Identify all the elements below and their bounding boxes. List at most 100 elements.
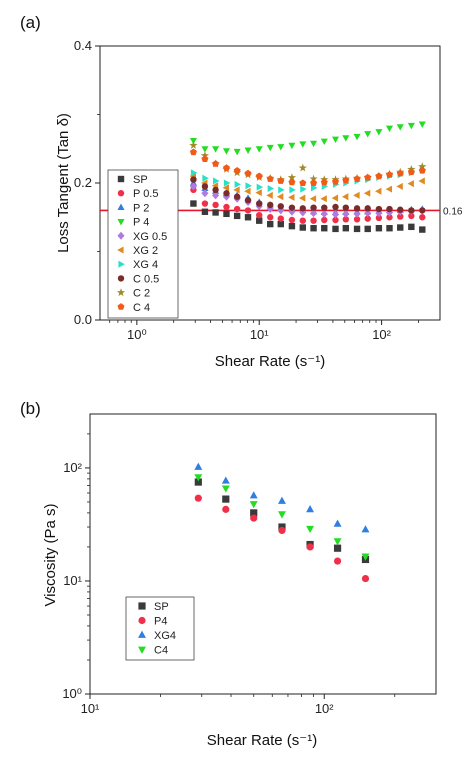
panel-a-point-xg-2 xyxy=(276,193,284,201)
panel-a-xtick-label: 10² xyxy=(372,327,391,342)
panel-a-point-xg-0-5 xyxy=(212,191,220,200)
panel-a-point-xg-2 xyxy=(375,187,382,195)
panel-b-legend-marker-xg4 xyxy=(138,630,146,638)
panel-b-point-p4 xyxy=(194,494,202,502)
panel-a-ticks: 10⁰ 10¹ 10² 0.0 0.2 0.4 xyxy=(74,38,419,342)
panel-a-point-xg-0-5 xyxy=(331,210,340,219)
panel-a-xtick-label: 10⁰ xyxy=(127,327,147,342)
panel-a-point-c-0-5 xyxy=(201,183,209,190)
panel-a-point-sp xyxy=(321,225,328,232)
panel-a-point-c-4 xyxy=(418,166,426,174)
panel-a-point-xg-4 xyxy=(311,184,318,192)
panel-a-point-c-4 xyxy=(255,172,263,180)
panel-a-point-xg-0-5 xyxy=(353,209,361,218)
panel-a-legend-label: C 2 xyxy=(133,288,150,300)
panel-a-point-p-0-5 xyxy=(244,207,252,214)
panel-a-point-c-0-5 xyxy=(364,205,371,212)
panel-a-point-sp xyxy=(277,220,284,228)
panel-a-point-c-4 xyxy=(189,148,197,156)
panel-b-ytick-label: 10¹ xyxy=(63,573,82,588)
panel-a-point-c-0-5 xyxy=(310,204,317,211)
panel-a-point-c-0-5 xyxy=(332,203,339,211)
panel-a-point-p-4 xyxy=(288,142,296,150)
panel-a-point-c-0-5 xyxy=(267,201,274,209)
panel-b-point-sp xyxy=(333,544,342,552)
panel-a-point-xg-0-5 xyxy=(364,209,372,218)
panel-a-point-xg-4 xyxy=(300,185,307,193)
panel-a-ylabel: Loss Tangent (Tan δ) xyxy=(55,113,72,253)
panel-a-point-xg-2 xyxy=(255,189,262,197)
panel-a-point-xg-2 xyxy=(222,184,230,192)
panel-a-point-c-0-5 xyxy=(288,204,296,211)
panel-a-legend-marker-p-4 xyxy=(117,219,125,226)
panel-a-legend-marker-c-4 xyxy=(117,303,125,310)
panel-a-point-sp xyxy=(212,209,219,216)
panel-a-point-p-0-5 xyxy=(332,216,339,224)
panel-a-point-c-4 xyxy=(353,175,361,182)
panel-a-point-p-0-5 xyxy=(397,213,404,220)
panel-b-point-p4 xyxy=(333,557,342,565)
panel-a-point-p-4 xyxy=(299,141,307,148)
panel-a-point-xg-0-5 xyxy=(342,209,350,218)
panel-b-xtick-label: 10¹ xyxy=(81,701,100,716)
panel-a-point-c-4 xyxy=(342,176,350,184)
panel-a-point-sp xyxy=(364,225,371,233)
panel-a-point-xg-2 xyxy=(233,186,240,194)
panel-a-point-c-4 xyxy=(244,169,252,177)
panel-a-point-c-2 xyxy=(200,151,210,160)
panel-a-point-sp xyxy=(408,223,415,231)
panel-a-point-xg-4 xyxy=(213,177,220,185)
panel-a-point-p-4 xyxy=(320,138,328,146)
panel-a-point-c-4 xyxy=(407,168,415,176)
panel-a-legend-marker-xg-4 xyxy=(118,260,125,268)
panel-a-legend-marker-xg-0-5 xyxy=(117,231,125,240)
panel-a-point-p-4 xyxy=(255,146,263,153)
panel-a-point-xg-2 xyxy=(418,177,425,185)
panel-a-point-c-0-5 xyxy=(353,205,361,212)
panel-a-point-p-0-5 xyxy=(233,205,241,213)
panel-a-point-sp xyxy=(267,220,274,228)
panel-b-point-xg4 xyxy=(221,476,230,484)
panel-a-legend-label: XG 2 xyxy=(133,245,158,257)
panel-b-point-xg4 xyxy=(306,505,315,513)
panel-b-point-xg4 xyxy=(194,462,203,470)
panel-b-point-c4 xyxy=(221,485,230,493)
panel-a-point-p-0-5 xyxy=(212,201,219,209)
panel-b-legend-box xyxy=(125,596,195,661)
panel-a-point-sp xyxy=(386,225,393,232)
panel-a-point-sp xyxy=(233,212,241,220)
panel-a-point-c-0-5 xyxy=(408,207,415,214)
panel-a-point-xg-2 xyxy=(320,195,327,203)
panel-b-point-c4 xyxy=(249,501,258,509)
panel-a-xlabel: Shear Rate (s⁻¹) xyxy=(215,353,325,370)
panel-a-point-c-4 xyxy=(266,175,274,182)
panel-a-point-xg-4 xyxy=(289,186,296,194)
panel-a-point-xg-2 xyxy=(288,193,295,201)
panel-a-point-xg-2 xyxy=(363,189,371,197)
panel-b-legend-marker-sp xyxy=(138,602,146,610)
panel-b-point-c4 xyxy=(306,525,315,534)
panel-a-point-c-4 xyxy=(375,172,383,180)
panel-a-point-c-2 xyxy=(309,174,318,183)
panel-a-point-p-0-5 xyxy=(267,214,274,221)
panel-a-point-p-0-5 xyxy=(419,214,426,221)
panel-b-point-sp xyxy=(222,495,230,503)
panel-a-point-sp xyxy=(375,225,383,232)
panel-b-ylabel: Viscosity (Pa s) xyxy=(42,503,59,606)
panel-a-xtick-label: 10¹ xyxy=(250,327,269,342)
panel-a-point-p-0-5 xyxy=(223,203,230,211)
panel-a-point-p-4 xyxy=(375,129,383,136)
panel-a-point-c-0-5 xyxy=(233,193,241,200)
panel-a-point-xg-0-5 xyxy=(310,209,318,218)
panel-b-point-c4 xyxy=(361,553,370,561)
panel-a-point-xg-4 xyxy=(245,182,252,190)
panel-a-point-xg-2 xyxy=(244,187,251,195)
panel-a-point-p-0-5 xyxy=(299,217,306,224)
panel-a-point-p-0-5 xyxy=(364,215,371,222)
panel-a-legend-label: C 0.5 xyxy=(133,273,159,285)
panel-b-point-sp xyxy=(250,509,258,517)
panel-b-point-c4 xyxy=(194,474,203,482)
panel-b-legend-label: C4 xyxy=(154,645,168,657)
